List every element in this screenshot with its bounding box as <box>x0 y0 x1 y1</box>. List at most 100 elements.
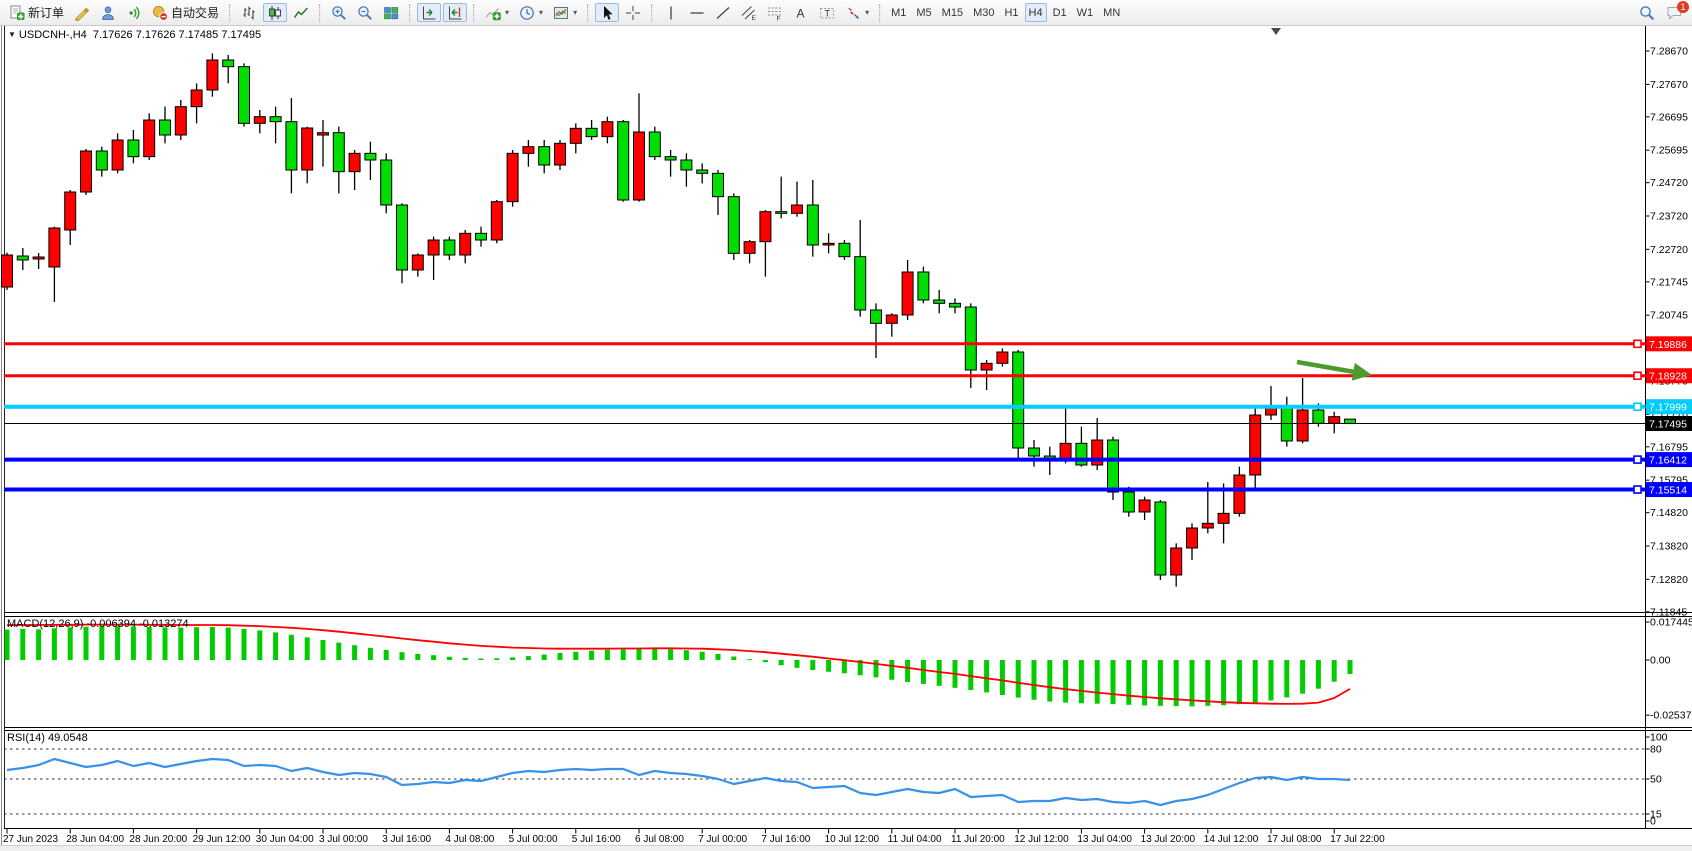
fibonacci-button[interactable]: F <box>763 3 787 22</box>
axis-price-label: 7.17495 <box>1646 416 1692 431</box>
svg-text:10 Jul 12:00: 10 Jul 12:00 <box>825 834 880 845</box>
notifications-button[interactable]: 1 <box>1666 1 1689 22</box>
candles-layer <box>1 53 1356 587</box>
timeframe-h1[interactable]: H1 <box>1000 3 1022 22</box>
svg-text:7.21745: 7.21745 <box>1650 276 1688 288</box>
candlestick-chart-button[interactable] <box>263 3 288 22</box>
arrows-icon <box>845 5 861 21</box>
cursor-button[interactable] <box>595 3 620 22</box>
tile-windows-button[interactable] <box>379 3 403 22</box>
line-chart-button[interactable] <box>289 3 313 22</box>
chart-shift-button[interactable] <box>443 3 468 22</box>
svg-text:6 Jul 08:00: 6 Jul 08:00 <box>635 834 684 845</box>
timeframe-m15[interactable]: M15 <box>938 3 967 22</box>
time-axis[interactable]: 27 Jun 2023 28 Jun 04:00 28 Jun 20:00 29 Ju… <box>3 828 1385 846</box>
chevron-down-icon[interactable]: ▾ <box>865 8 870 17</box>
svg-text:13 Jul 04:00: 13 Jul 04:00 <box>1077 834 1132 845</box>
pencil-icon <box>74 5 90 21</box>
timeframe-h4-label: H4 <box>1028 6 1043 19</box>
svg-text:11 Jul 20:00: 11 Jul 20:00 <box>951 834 1005 845</box>
auto-scroll-button[interactable] <box>417 3 442 22</box>
svg-text:5 Jul 00:00: 5 Jul 00:00 <box>509 834 558 845</box>
toolbar-group <box>326 0 404 25</box>
crosshair-button[interactable] <box>621 3 645 22</box>
horizontal-line-button[interactable] <box>685 3 709 22</box>
vertical-line-button[interactable] <box>659 3 683 22</box>
chevron-down-icon[interactable]: ▾ <box>539 8 544 17</box>
hline-objects[interactable] <box>4 339 1646 494</box>
svg-text:7.23720: 7.23720 <box>1650 211 1688 223</box>
shift-icon <box>447 5 463 21</box>
timeframe-m15-label: M15 <box>941 6 964 19</box>
svg-text:29 Jun 12:00: 29 Jun 12:00 <box>193 834 251 845</box>
candles-icon <box>267 5 283 21</box>
toolbar-separator <box>651 3 654 22</box>
clock-icon <box>519 5 535 21</box>
label-t-icon: T <box>819 5 835 21</box>
toolbar-right: 1 <box>1634 0 1689 26</box>
timeframe-m1-label: M1 <box>891 6 907 19</box>
bar-chart-button[interactable] <box>237 3 261 22</box>
svg-text:7.19886: 7.19886 <box>1649 339 1687 351</box>
svg-text:30 Jun 04:00: 30 Jun 04:00 <box>256 834 314 845</box>
toolbar-group: 新订单 自动交易 <box>4 0 224 25</box>
timeframe-d1[interactable]: D1 <box>1049 3 1071 22</box>
text-label-button[interactable]: T <box>815 3 839 22</box>
equidistant-channel-button[interactable]: E <box>737 3 761 22</box>
chevron-down-icon[interactable]: ▾ <box>505 8 510 17</box>
macd-signal-line <box>6 623 1351 705</box>
collapse-icon[interactable]: ▼ <box>8 30 16 39</box>
timeframe-mn-label: MN <box>1103 6 1121 19</box>
toolbar-separator <box>587 3 590 22</box>
toolbar-separator <box>409 3 412 22</box>
periods-button[interactable]: ▾ <box>515 3 547 22</box>
axis-price-label: 7.17999 <box>1646 399 1692 415</box>
arrows-button[interactable]: ▾ <box>841 3 873 22</box>
svg-text:7.25695: 7.25695 <box>1650 145 1688 157</box>
svg-text:7.24720: 7.24720 <box>1650 177 1688 189</box>
autotrading-button[interactable]: 自动交易 <box>148 3 223 22</box>
zoom-out-button[interactable] <box>353 3 377 22</box>
svg-text:F: F <box>777 15 781 21</box>
timeframe-mn[interactable]: MN <box>1099 3 1124 22</box>
zoom-in-button[interactable] <box>327 3 351 22</box>
fibo-f-icon: F <box>767 5 783 21</box>
new-order-button[interactable]: 新订单 <box>5 3 68 22</box>
macd-pane[interactable]: 0.017445 0.00 -0.025372 <box>4 617 1692 722</box>
signals-button[interactable] <box>122 3 146 22</box>
svg-text:5 Jul 16:00: 5 Jul 16:00 <box>572 834 621 845</box>
timeframe-h4[interactable]: H4 <box>1024 3 1047 22</box>
indicators-button[interactable]: ▾ <box>481 3 513 22</box>
svg-text:7.20745: 7.20745 <box>1650 310 1688 322</box>
search-button[interactable] <box>1635 4 1659 23</box>
svg-text:0.00: 0.00 <box>1650 655 1671 667</box>
trend-arrow-head <box>1351 362 1372 381</box>
text-button[interactable]: A <box>789 3 813 22</box>
svg-text:7.13820: 7.13820 <box>1650 541 1688 553</box>
timeframe-m1[interactable]: M1 <box>887 3 910 22</box>
svg-text:-0.025372: -0.025372 <box>1650 710 1692 722</box>
hline-icon <box>689 5 705 21</box>
svg-text:0: 0 <box>1650 816 1656 828</box>
mql5-community-button[interactable] <box>96 3 120 22</box>
axis-price-label: 7.18928 <box>1646 368 1692 384</box>
timeframe-w1[interactable]: W1 <box>1073 3 1098 22</box>
trendline-button[interactable] <box>711 3 735 22</box>
svg-text:7.26695: 7.26695 <box>1650 111 1688 123</box>
toolbar-separator <box>229 3 232 22</box>
svg-text:3 Jul 00:00: 3 Jul 00:00 <box>319 834 368 845</box>
chart-shift-marker <box>1271 28 1281 35</box>
svg-text:17 Jul 08:00: 17 Jul 08:00 <box>1267 834 1322 845</box>
timeframe-h1-label: H1 <box>1004 6 1019 19</box>
svg-text:3 Jul 16:00: 3 Jul 16:00 <box>382 834 431 845</box>
timeframe-m5[interactable]: M5 <box>912 3 935 22</box>
timeframe-m30[interactable]: M30 <box>969 3 998 22</box>
templates-button[interactable]: ▾ <box>549 3 581 22</box>
svg-text:A: A <box>797 6 805 20</box>
chevron-down-icon[interactable]: ▾ <box>573 8 578 17</box>
svg-text:100: 100 <box>1650 732 1668 744</box>
metaeditor-button[interactable] <box>70 3 94 22</box>
trend-arrow[interactable] <box>1296 359 1354 374</box>
